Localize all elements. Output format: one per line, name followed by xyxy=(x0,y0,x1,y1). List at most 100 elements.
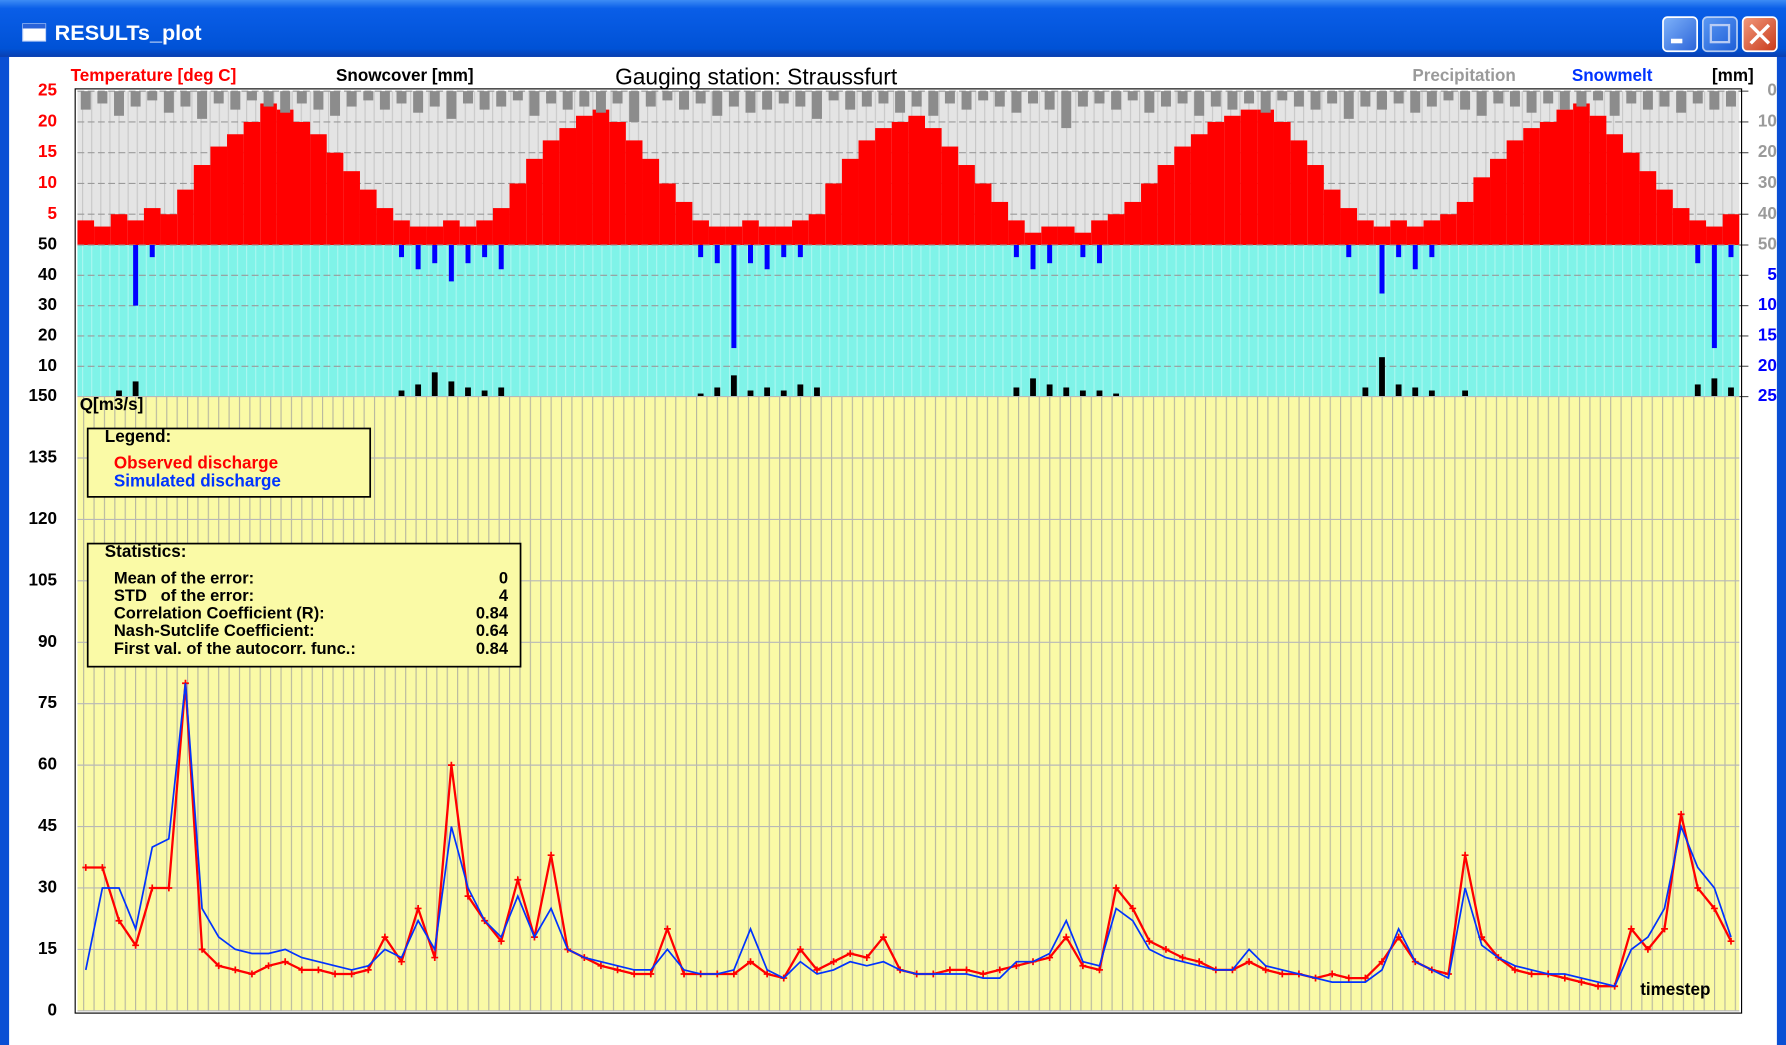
bar xyxy=(1543,91,1554,104)
bar xyxy=(476,220,493,246)
bar xyxy=(1030,378,1036,397)
bar xyxy=(243,121,261,246)
y-tick-label: 105 xyxy=(28,570,57,589)
bar xyxy=(260,103,277,246)
bar xyxy=(133,245,139,306)
bar xyxy=(742,220,759,246)
bar xyxy=(1028,91,1039,104)
bar xyxy=(482,245,488,258)
bar xyxy=(576,115,593,246)
observed-marker xyxy=(1727,937,1735,945)
observed-marker xyxy=(298,966,306,974)
bar xyxy=(293,121,311,246)
bar xyxy=(845,91,856,110)
observed-marker xyxy=(148,884,156,892)
observed-marker xyxy=(1328,970,1336,978)
bar xyxy=(1728,245,1734,258)
y-tick-label: 120 xyxy=(28,509,56,528)
observed-marker xyxy=(813,966,821,974)
bar xyxy=(1706,226,1723,246)
y2-tick-label: 20 xyxy=(1758,142,1777,161)
bar xyxy=(1277,91,1288,101)
y-tick-label: 135 xyxy=(28,448,57,467)
bar xyxy=(747,390,754,397)
bar xyxy=(692,220,709,246)
y-tick-label: 15 xyxy=(38,142,57,161)
bar xyxy=(725,226,743,246)
observed-marker xyxy=(647,970,655,978)
bar xyxy=(276,109,294,246)
bar xyxy=(465,387,471,397)
y-tick-label: 5 xyxy=(47,204,57,223)
bar xyxy=(393,220,410,246)
bar xyxy=(246,91,257,101)
bar xyxy=(1423,220,1441,246)
y2-tick-label: 40 xyxy=(1758,204,1777,223)
bar xyxy=(465,245,471,264)
bar xyxy=(1689,220,1707,246)
bar xyxy=(1676,91,1687,113)
bar xyxy=(310,134,327,246)
minimize-button[interactable] xyxy=(1662,16,1699,53)
bar xyxy=(1412,245,1418,270)
observed-marker xyxy=(115,917,123,925)
bar xyxy=(1046,384,1053,397)
observed-marker xyxy=(1511,966,1519,974)
observed-marker xyxy=(1345,974,1353,982)
bar xyxy=(712,91,723,116)
legend-entry: Simulated discharge xyxy=(114,472,281,491)
y-tick-label: 20 xyxy=(38,111,57,130)
bar xyxy=(1343,91,1354,119)
statistic-value: 0.84 xyxy=(476,640,509,658)
observed-marker xyxy=(1378,958,1386,966)
observed-marker xyxy=(1112,884,1120,892)
bar xyxy=(697,393,704,397)
bar xyxy=(1194,91,1205,116)
observed-marker xyxy=(431,954,439,961)
bar xyxy=(379,91,390,110)
legend-box xyxy=(86,427,372,498)
observed-marker xyxy=(98,864,106,871)
observed-marker xyxy=(414,905,422,912)
bar xyxy=(662,91,673,101)
bar xyxy=(642,158,660,246)
observed-marker xyxy=(1561,974,1569,982)
bar xyxy=(714,387,721,397)
observed-marker xyxy=(1179,954,1186,961)
y-tick-label: 75 xyxy=(38,693,57,712)
observed-marker xyxy=(880,933,887,941)
bar xyxy=(1412,387,1419,397)
bar xyxy=(359,189,377,246)
maximize-button[interactable] xyxy=(1701,16,1738,53)
bar xyxy=(110,214,128,246)
bar xyxy=(1440,214,1457,246)
bar xyxy=(911,91,922,107)
bar xyxy=(127,220,144,246)
bar xyxy=(479,91,490,110)
observed-marker xyxy=(796,945,804,953)
bar xyxy=(808,214,826,246)
bar xyxy=(1357,220,1374,246)
bar xyxy=(1456,201,1474,246)
y2-tick-label: 0 xyxy=(1767,81,1776,100)
y-axis-label: Q[m3/s] xyxy=(80,395,144,414)
bar xyxy=(409,226,427,246)
bar xyxy=(77,220,95,246)
y2-tick-label: 50 xyxy=(1758,235,1777,254)
bar xyxy=(1373,226,1391,246)
bar xyxy=(1293,91,1304,107)
bar xyxy=(1362,387,1369,397)
bar xyxy=(180,91,191,107)
legend: Legend: Observed discharge Simulated dis… xyxy=(86,427,372,498)
observed-marker xyxy=(1162,945,1170,953)
bar xyxy=(1443,91,1454,101)
bar xyxy=(1080,245,1086,258)
observed-marker xyxy=(281,958,289,966)
observed-marker xyxy=(1195,958,1203,966)
statistic-label: Nash-Sutclife Coefficient: xyxy=(114,622,315,640)
close-button[interactable] xyxy=(1741,16,1778,53)
observed-marker xyxy=(82,864,90,871)
bar xyxy=(197,91,208,119)
bar xyxy=(1576,91,1587,107)
statistic-value: 0 xyxy=(499,569,508,587)
